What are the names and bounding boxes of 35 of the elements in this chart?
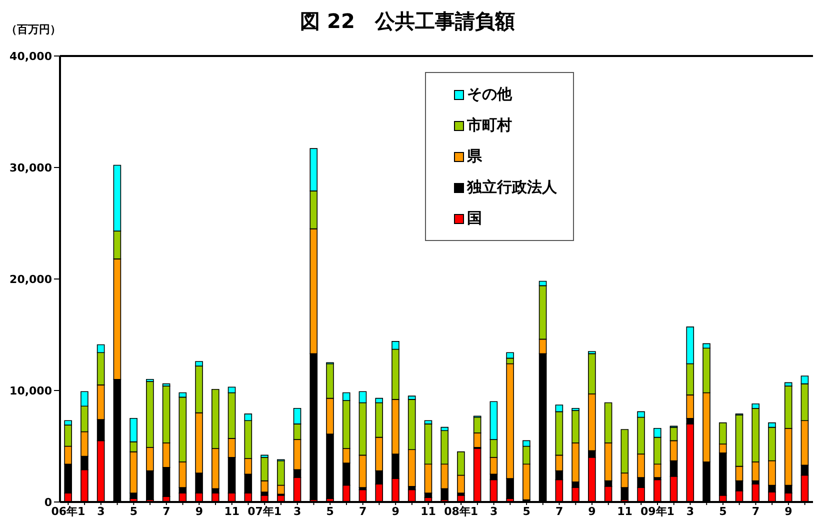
x-tick-label: 07年1 — [248, 504, 282, 518]
x-tick-label: 7 — [555, 504, 564, 518]
x-tick-label: 11 — [224, 504, 240, 518]
y-tick-label: 20,000 — [10, 272, 52, 286]
x-tick-label: 7 — [359, 504, 367, 518]
y-tick-label: 10,000 — [10, 384, 52, 398]
x-tick-label: 3 — [97, 504, 105, 518]
x-tick-label: 7 — [162, 504, 170, 518]
x-tick-label: 11 — [420, 504, 436, 518]
x-tick-label: 9 — [784, 504, 792, 518]
x-tick-label: 11 — [617, 504, 632, 518]
x-tick-label: 3 — [294, 504, 302, 518]
chart-title: 図 22 公共工事請負額 — [300, 9, 515, 33]
x-tick-label: 5 — [130, 504, 138, 518]
x-tick-label: 09年1 — [640, 504, 674, 518]
y-tick-label: 0 — [44, 496, 52, 509]
x-tick-label: 06年1 — [51, 504, 86, 518]
x-tick-label: 9 — [392, 504, 400, 518]
legend-label: その他 — [467, 85, 512, 104]
legend-label: 市町村 — [467, 116, 512, 135]
x-tick-label: 5 — [522, 504, 530, 518]
y-tick-label: 40,000 — [10, 50, 52, 63]
x-tick-label: 08年1 — [444, 504, 478, 518]
legend-label: 県 — [467, 147, 482, 166]
x-tick-label: 9 — [588, 504, 596, 518]
y-tick-label: 30,000 — [10, 161, 52, 174]
legend-label: 独立行政法人 — [467, 178, 557, 197]
x-tick-label: 5 — [326, 504, 334, 518]
y-axis-title: （百万円） — [6, 22, 61, 37]
x-tick-label: 7 — [752, 504, 760, 518]
x-tick-label: 3 — [686, 504, 694, 518]
x-tick-label: 5 — [719, 504, 727, 518]
x-tick-label: 3 — [490, 504, 498, 518]
x-tick-label: 9 — [195, 504, 203, 518]
legend-label: 国 — [467, 209, 482, 228]
